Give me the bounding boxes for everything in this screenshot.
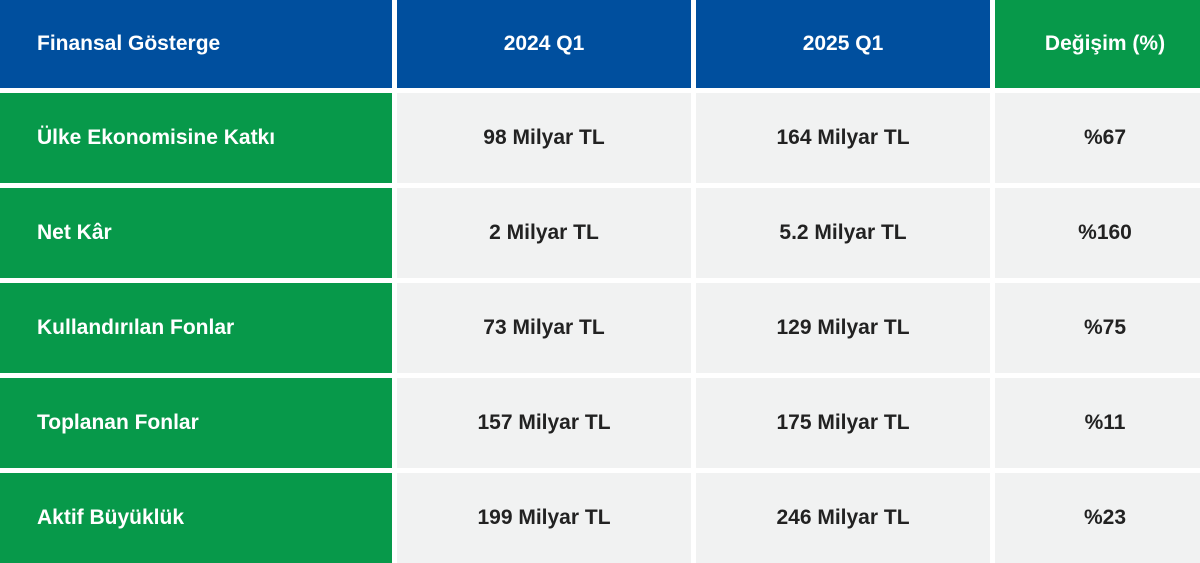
header-metric: Finansal Gösterge [0, 0, 392, 88]
cell-2024q1: 2 Milyar TL [397, 188, 691, 278]
cell-2024q1: 157 Milyar TL [397, 378, 691, 468]
cell-2025q1: 175 Milyar TL [696, 378, 990, 468]
cell-2025q1: 164 Milyar TL [696, 93, 990, 183]
cell-2024q1: 73 Milyar TL [397, 283, 691, 373]
row-label: Net Kâr [0, 188, 392, 278]
cell-change: %160 [995, 188, 1200, 278]
cell-2025q1: 129 Milyar TL [696, 283, 990, 373]
cell-2025q1: 5.2 Milyar TL [696, 188, 990, 278]
row-label: Kullandırılan Fonlar [0, 283, 392, 373]
cell-2025q1: 246 Milyar TL [696, 473, 990, 563]
cell-2024q1: 98 Milyar TL [397, 93, 691, 183]
cell-change: %11 [995, 378, 1200, 468]
header-period-2024q1: 2024 Q1 [397, 0, 691, 88]
cell-change: %23 [995, 473, 1200, 563]
row-label: Ülke Ekonomisine Katkı [0, 93, 392, 183]
cell-2024q1: 199 Milyar TL [397, 473, 691, 563]
row-label: Aktif Büyüklük [0, 473, 392, 563]
header-period-2025q1: 2025 Q1 [696, 0, 990, 88]
row-label: Toplanan Fonlar [0, 378, 392, 468]
cell-change: %67 [995, 93, 1200, 183]
header-change: Değişim (%) [995, 0, 1200, 88]
cell-change: %75 [995, 283, 1200, 373]
